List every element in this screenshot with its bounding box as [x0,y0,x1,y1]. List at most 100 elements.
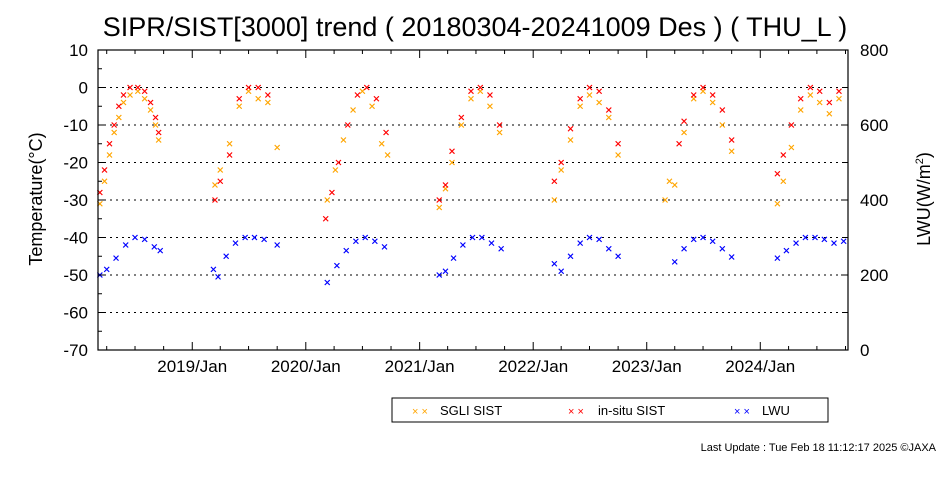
y-tick-label: -30 [63,191,88,210]
data-point [681,129,687,136]
data-point [728,148,735,155]
y-tick-label: -70 [63,341,88,360]
data-point [450,255,457,262]
data-point [152,114,159,121]
data-point [120,92,127,98]
data-point [134,84,141,91]
data-point [261,236,268,243]
data-point [115,114,122,121]
legend-marker-insitu: × × [568,406,584,418]
axes: 10 0 -10 -20 -30 -40 -50 -60 -70 800 600 400 200 0 201… [63,41,888,376]
data-point [354,92,361,98]
legend-label-sgli: SGLI SIST [440,403,502,418]
data-point [242,234,249,241]
data-point [577,240,584,247]
y-tick-label: -10 [63,116,88,135]
data-point [333,262,340,269]
data-point [797,107,804,113]
data-point [101,167,108,173]
data-point [728,137,735,143]
data-point [103,266,110,273]
y-tick-label: -60 [63,304,88,323]
data-point [458,114,465,121]
legend-box [391,397,829,423]
data-point [264,99,271,106]
data-point [615,253,622,260]
data-point [371,238,378,245]
data-point [816,99,823,106]
data-point [155,129,162,136]
data-point [596,88,603,95]
y-axis-title: Temperature(°C) [26,132,46,265]
data-point [469,234,476,241]
data-point [157,247,164,254]
data-point [840,238,847,245]
data-point [577,103,584,110]
data-point [551,260,558,267]
data-point [344,122,351,128]
data-point [226,152,233,158]
y2-tick-label: 800 [860,41,888,60]
data-point [111,122,118,128]
data-point [577,95,584,102]
data-point [147,107,154,113]
data-point [487,103,493,110]
data-point [215,273,221,280]
data-point [488,240,495,247]
data-point [477,84,484,91]
data-point [264,92,271,98]
data-point [115,103,122,110]
data-point [384,152,391,158]
data-point [147,99,154,106]
data-point [459,242,466,248]
legend-label-lwu: LWU [762,403,790,418]
data-point [212,197,218,203]
data-point [255,95,262,102]
data-point [217,167,224,173]
y2-axis-title-main: LWU(W/m [914,164,934,246]
data-point [141,236,148,243]
data-point [793,240,799,247]
data-point [774,170,781,177]
y2-axis-title-end: ) [914,152,934,158]
data-point [551,178,558,185]
data-point [700,84,706,91]
data-point [567,253,574,260]
data-point [719,107,726,113]
data-point [681,118,687,125]
data-point [774,255,781,262]
data-point [340,137,347,143]
y-tick-label: -40 [63,229,88,248]
data-point [671,182,678,188]
data-point [468,95,474,102]
data-point [236,103,243,110]
data-point [363,84,370,91]
data-point [378,140,385,147]
data-point [567,137,574,143]
chart-title: SIPR/SIST[3000] trend ( 20180304-2024100… [103,12,847,42]
data-point [383,129,389,136]
data-point [127,84,133,91]
data-point [496,122,503,128]
data-point [141,95,148,102]
data-point [596,99,603,106]
data-point [127,92,133,98]
legend-label-insitu: in-situ SIST [598,403,665,418]
y2-axis-title-sup: 2 [914,158,926,164]
data-point [826,110,833,117]
data-point [666,178,673,185]
data-point [780,178,787,185]
data-point [324,279,331,286]
data-point [728,254,735,260]
data-point [807,92,814,98]
y-tick-label: -50 [63,266,88,285]
data-point [226,140,233,147]
data-point [120,99,127,106]
last-update-footer: Last Update : Tue Feb 18 11:12:17 2025 ©… [701,442,937,454]
data-point [350,107,357,113]
data-point [662,197,669,203]
data-point [274,242,281,248]
data-points [96,84,847,286]
data-point [212,182,218,188]
